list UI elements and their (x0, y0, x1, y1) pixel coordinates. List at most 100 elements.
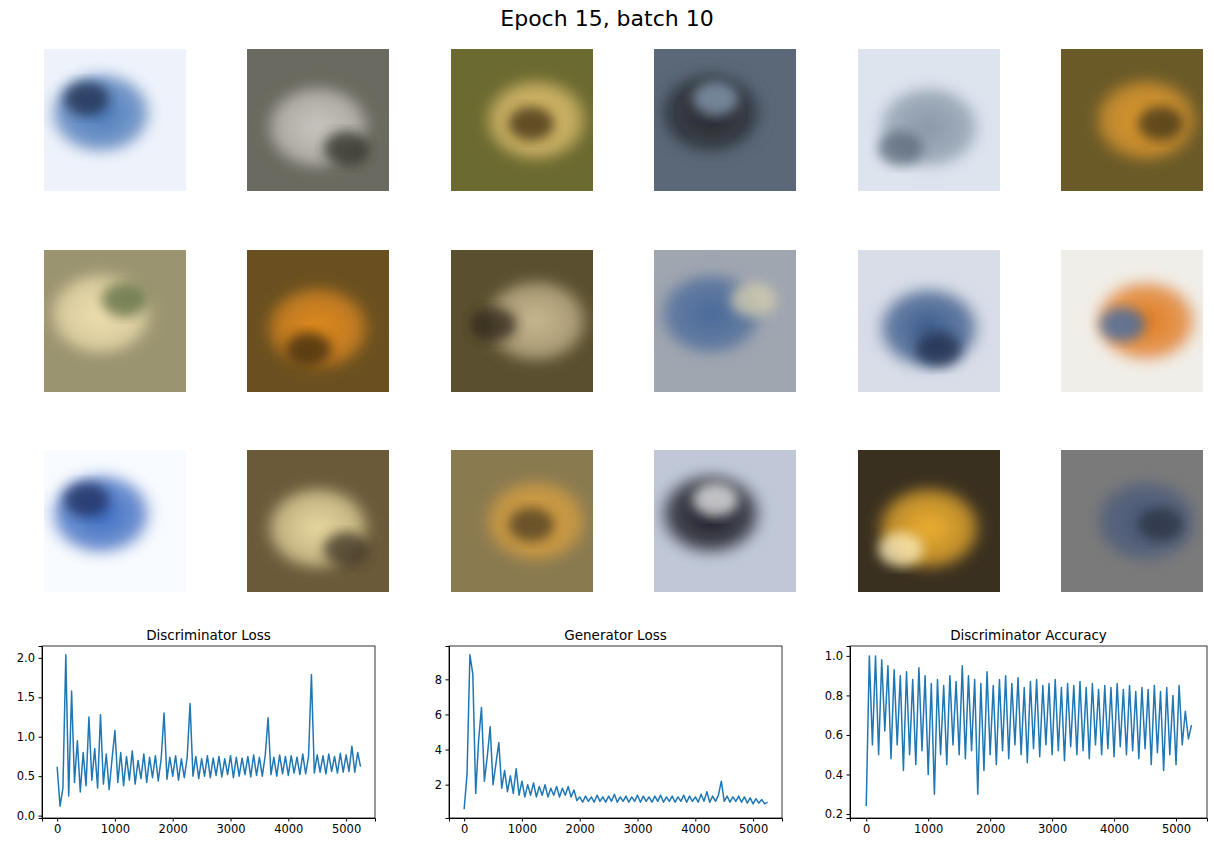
image-blob (44, 65, 160, 162)
image-blob (869, 79, 988, 176)
y-tick-mark (39, 776, 43, 777)
image-blob (258, 280, 377, 377)
x-tick-label: 2000 (159, 822, 188, 836)
x-tick: 1000 (914, 818, 943, 836)
y-axis: 0.20.40.60.81.0 (825, 647, 851, 822)
generated-image (654, 250, 796, 392)
x-tick-label: 3000 (623, 822, 652, 836)
image-detail (693, 483, 738, 517)
y-tick-mark (446, 785, 450, 786)
generated-image (654, 49, 796, 191)
x-tick-mark (346, 818, 347, 822)
image-blob (654, 466, 770, 563)
x-tick-mark (990, 818, 991, 822)
y-tick: 4 (435, 743, 449, 757)
y-tick-mark (446, 750, 450, 751)
image-detail (64, 483, 109, 517)
image-detail (102, 283, 147, 317)
y-tick-label: 1.0 (825, 649, 843, 663)
generated-image (1061, 250, 1203, 392)
y-tick: 2.0 (17, 651, 42, 665)
x-tick: 3000 (623, 818, 652, 836)
plot-frame (449, 646, 782, 818)
x-tick-mark (57, 818, 58, 822)
y-tick: 1.0 (17, 730, 42, 744)
image-background (247, 450, 389, 592)
chart: 0100020003000400050000.20.40.60.81.0Disc… (825, 627, 1208, 836)
x-tick-mark (522, 818, 523, 822)
y-tick-mark (847, 814, 851, 815)
plot-frame (42, 646, 375, 818)
x-tick-mark (1176, 818, 1177, 822)
image-blob (869, 280, 988, 377)
image-detail (1138, 107, 1183, 141)
chart: 0100020003000400050000.00.51.01.52.0Disc… (17, 627, 376, 836)
generated-image (1061, 49, 1203, 191)
chart-title: Discriminator Loss (146, 627, 271, 643)
x-axis-line (851, 819, 1208, 822)
generated-image (1061, 450, 1203, 592)
generated-image (858, 250, 1000, 392)
x-tick: 3000 (216, 818, 245, 836)
x-tick-mark (288, 818, 289, 822)
y-tick-label: 2 (435, 778, 442, 792)
x-tick-label: 3000 (216, 822, 245, 836)
y-tick: 0.5 (17, 769, 42, 783)
x-tick-label: 5000 (332, 822, 361, 836)
y-tick: 0.2 (825, 807, 850, 821)
image-blob (1087, 473, 1203, 570)
y-tick-mark (446, 714, 450, 715)
y-tick: 6 (435, 708, 449, 722)
x-tick-label: 3000 (1038, 822, 1067, 836)
y-tick-mark (446, 679, 450, 680)
y-tick-mark (847, 735, 851, 736)
x-tick-label: 0 (54, 822, 61, 836)
generated-image (247, 450, 389, 592)
image-detail (509, 508, 554, 542)
x-tick: 1000 (101, 818, 130, 836)
plot-area (866, 656, 1191, 806)
x-tick-mark (695, 818, 696, 822)
x-tick-label: 4000 (1100, 822, 1129, 836)
x-tick: 0 (461, 818, 468, 836)
y-tick-mark (847, 775, 851, 776)
image-blob (44, 466, 160, 563)
image-blob (258, 480, 377, 577)
figure-title: Epoch 15, batch 10 (500, 6, 713, 31)
generated-image (44, 49, 186, 191)
x-tick-mark (638, 818, 639, 822)
x-tick: 5000 (332, 818, 361, 836)
image-detail (693, 82, 738, 116)
x-tick-label: 2000 (566, 822, 595, 836)
y-tick-label: 0.2 (825, 807, 843, 821)
image-detail (324, 532, 369, 566)
y-tick: 8 (435, 673, 449, 687)
y-tick-mark (847, 656, 851, 657)
x-tick-label: 4000 (274, 822, 303, 836)
y-tick: 0.0 (17, 809, 42, 823)
plot-background (42, 646, 375, 818)
y-tick-label: 0.4 (825, 768, 843, 782)
image-background (247, 49, 389, 191)
x-tick: 5000 (1162, 818, 1191, 836)
chart-title: Generator Loss (564, 627, 666, 643)
y-axis: 0.00.51.01.52.0 (17, 647, 43, 823)
y-tick-mark (39, 816, 43, 817)
y-tick-label: 0.0 (17, 809, 35, 823)
x-axis: 010002000300040005000 (851, 818, 1208, 836)
x-tick-mark (928, 818, 929, 822)
image-detail (64, 82, 109, 116)
image-blob (44, 266, 160, 363)
data-line (464, 655, 767, 809)
image-detail (471, 308, 516, 342)
image-detail (916, 332, 961, 366)
x-tick-label: 4000 (681, 822, 710, 836)
data-line (866, 656, 1191, 806)
x-tick: 1000 (508, 818, 537, 836)
y-tick-label: 0.5 (17, 769, 35, 783)
x-axis-line (43, 819, 376, 822)
y-tick: 0.4 (825, 768, 850, 782)
x-tick-mark (1114, 818, 1115, 822)
image-detail (509, 107, 554, 141)
image-blob (477, 72, 593, 169)
